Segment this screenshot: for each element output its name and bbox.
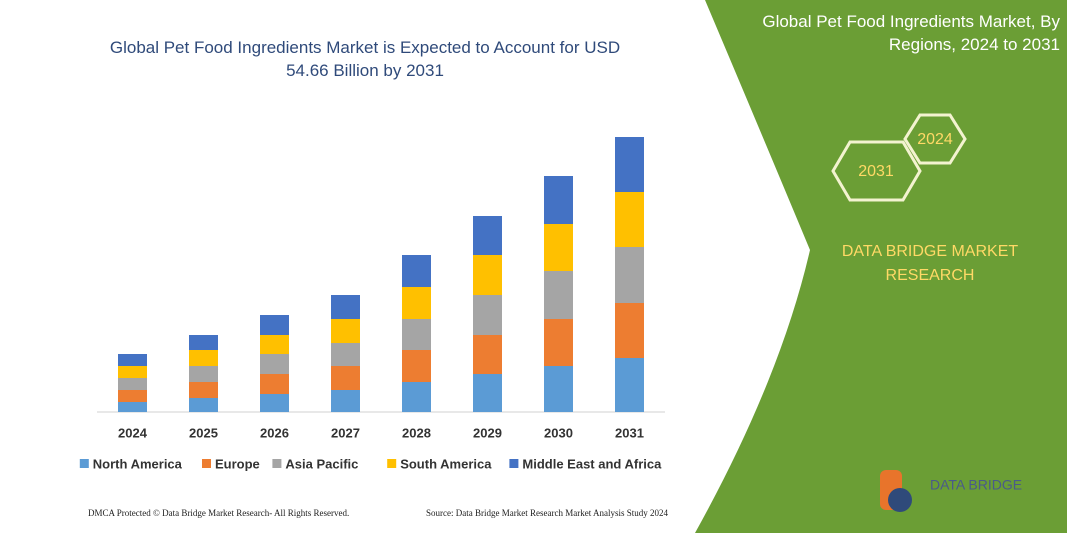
hexagon <box>903 113 967 165</box>
legend-label: South America <box>400 456 492 471</box>
bar-segment <box>473 335 502 374</box>
logo-text: DATA BRIDGE <box>930 477 1022 493</box>
bar-segment <box>189 382 218 398</box>
brand-box: DATA BRIDGE MARKET RESEARCH <box>841 243 1019 284</box>
bar-segment <box>473 216 502 255</box>
legend-swatch <box>509 459 519 468</box>
bar-segment <box>402 319 431 350</box>
bar-segment <box>402 255 431 287</box>
bar-segment <box>331 343 360 366</box>
hexagon <box>831 140 922 202</box>
footer-left: DMCA Protected © Data Bridge Market Rese… <box>88 508 349 518</box>
bar-segment <box>331 366 360 390</box>
bar-segment <box>118 366 147 378</box>
x-tick-label: 2026 <box>260 425 289 440</box>
x-tick-label: 2030 <box>544 425 573 440</box>
bar-segment <box>544 366 573 412</box>
title-box: Global Pet Food Ingredients Market is Ex… <box>109 38 621 80</box>
bar-segment <box>118 402 147 412</box>
bar-segment <box>118 354 147 366</box>
panel-title: Global Pet Food Ingredients Market, By R… <box>762 12 1060 54</box>
bar-segment <box>615 247 644 303</box>
hex-label: 2031 <box>858 163 894 180</box>
bar-segment <box>189 366 218 382</box>
hex-label: 2024 <box>917 131 953 148</box>
bar-segment <box>615 192 644 247</box>
legend-swatch <box>79 459 89 468</box>
bar-segment <box>331 295 360 319</box>
side-panel <box>695 0 1067 533</box>
bar-segment <box>473 295 502 335</box>
bar-segment <box>189 398 218 412</box>
bar-segment <box>402 287 431 319</box>
bar-segment <box>402 382 431 412</box>
bar-segment <box>615 137 644 192</box>
chart-title: Global Pet Food Ingredients Market is Ex… <box>109 38 621 80</box>
footer-right: Source: Data Bridge Market Research Mark… <box>426 508 668 518</box>
x-tick-label: 2031 <box>615 425 644 440</box>
bar-segment <box>260 315 289 335</box>
bar-segment <box>615 358 644 412</box>
legend-label: Middle East and Africa <box>522 456 662 471</box>
x-tick-label: 2027 <box>331 425 360 440</box>
bar-segment <box>473 255 502 295</box>
bar-segment <box>402 350 431 382</box>
bar-segment <box>615 303 644 358</box>
bar-segment <box>189 350 218 366</box>
legend-label: Europe <box>215 456 260 471</box>
bar-segment <box>260 394 289 412</box>
panel-title-box: Global Pet Food Ingredients Market, By R… <box>762 12 1060 54</box>
bar-segment <box>189 335 218 350</box>
legend-swatch <box>202 459 211 468</box>
bar-segment <box>260 374 289 394</box>
x-tick-label: 2029 <box>473 425 502 440</box>
logo-icon <box>888 488 912 512</box>
x-tick-label: 2024 <box>118 425 148 440</box>
legend-label: Asia Pacific <box>285 456 358 471</box>
bar-segment <box>118 378 147 390</box>
bar-segment <box>331 319 360 343</box>
bar-segment <box>544 319 573 366</box>
x-tick-label: 2025 <box>189 425 218 440</box>
bar-segment <box>544 176 573 224</box>
x-tick-label: 2028 <box>402 425 431 440</box>
bar-segment <box>331 390 360 412</box>
brand: DATA BRIDGE MARKET RESEARCH <box>841 243 1019 284</box>
bar-segment <box>260 335 289 354</box>
bar-segment <box>260 354 289 374</box>
bar-segment <box>473 374 502 412</box>
bar-segment <box>544 271 573 319</box>
plot: 2024 2025 2026 2027 2028 2029 2030 2031 North Am… <box>79 137 662 471</box>
legend-label: North America <box>93 456 183 471</box>
bar-segment <box>544 224 573 271</box>
bar-segment <box>118 390 147 402</box>
legend-swatch <box>272 459 282 468</box>
legend-swatch <box>387 459 397 468</box>
